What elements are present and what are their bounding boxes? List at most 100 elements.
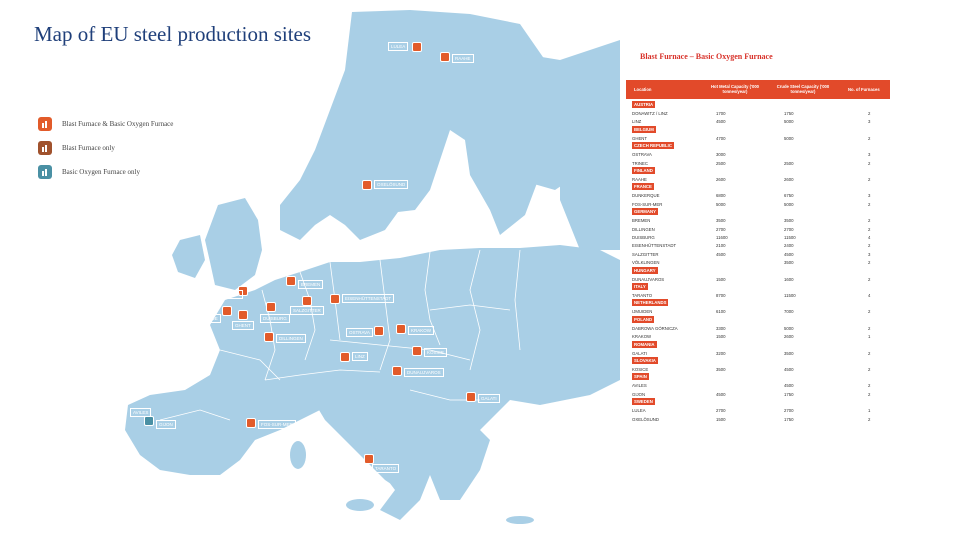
- site-label-taranto: TARANTO: [372, 464, 400, 473]
- table-cell: KOSICE: [632, 367, 649, 372]
- table-cell: 2: [868, 383, 871, 389]
- site-label-ostrava: OSTRAVA: [346, 328, 373, 337]
- table-cell: 2700: [784, 226, 794, 232]
- table-cell: 4500: [784, 383, 794, 389]
- table-cell: 2: [868, 177, 871, 182]
- site-label-bremen: BREMEN: [298, 280, 324, 289]
- site-marker-oxelosund[interactable]: [362, 180, 372, 190]
- table-row: DABROWA GÓRNICZA 3300 5000 2: [632, 324, 888, 334]
- table-cell: 5000: [716, 201, 726, 207]
- table-country-header: FRANCE: [632, 183, 654, 191]
- table-cell: 3: [868, 193, 871, 199]
- table-cell: 3500: [716, 367, 726, 372]
- table-country-header: SLOVAKIA: [632, 357, 658, 364]
- site-marker-lulea[interactable]: [412, 42, 422, 52]
- table-cell: RAAHE: [632, 177, 647, 182]
- table-cell: 4700: [716, 135, 726, 141]
- site-marker-bremen[interactable]: [286, 276, 296, 286]
- table-cell: OXELÖSUND: [632, 416, 659, 422]
- col-crude-steel: Crude Steel Capacity ('000 tonnes/year): [776, 84, 830, 94]
- land-mainland: [125, 245, 620, 520]
- site-label-raahe: RAAHE: [452, 54, 474, 63]
- site-marker-raahe[interactable]: [440, 52, 450, 62]
- table-cell: 2600: [784, 334, 794, 340]
- site-marker-taranto[interactable]: [364, 454, 374, 464]
- table-cell: 3500: [784, 218, 794, 224]
- legend-label: Blast Furnace & Basic Oxygen Furnace: [62, 120, 174, 128]
- table-row: AVILES 4500 2: [632, 381, 888, 391]
- table-row: DONAWITZ / LINZ 1700 1750 2: [632, 109, 888, 119]
- table-row: BREMEN 3500 3500 2: [632, 216, 888, 226]
- table-cell: 1500: [716, 416, 726, 422]
- table-cell: 2700: [716, 226, 726, 232]
- table-cell: DUISBURG: [632, 235, 655, 240]
- table-row: DUNKERQUE 6800 6750 3: [632, 191, 888, 201]
- table-country-header: GERMANY: [632, 208, 658, 216]
- site-label-ijmuiden: IJMUIDEN: [216, 290, 244, 299]
- table-cell: 5000: [784, 119, 794, 125]
- table-cell: KRAKOW: [632, 334, 652, 340]
- table-cell: 2400: [784, 243, 794, 249]
- table-cell: OSTRAVA: [632, 152, 652, 158]
- table-cell: 2: [868, 276, 871, 282]
- site-marker-salzgitter[interactable]: [302, 296, 312, 306]
- table-cell: 3: [868, 119, 871, 125]
- site-marker-dillingen[interactable]: [264, 332, 274, 342]
- table-cell: 11500: [784, 235, 796, 240]
- table-cell: 3500: [784, 350, 794, 356]
- table-cell: 2: [868, 111, 871, 116]
- table-country-header: HUNGARY: [632, 266, 658, 274]
- legend-item-bof: Basic Oxygen Furnace only: [38, 160, 173, 184]
- table-row: GHENT 4700 5000 2: [632, 134, 888, 144]
- site-marker-dunkerque[interactable]: [222, 306, 232, 316]
- table-cell: DILLINGEN: [632, 226, 655, 232]
- site-marker-ostrava[interactable]: [374, 326, 384, 336]
- table-cell: 1600: [784, 276, 794, 282]
- site-marker-dunaujvaros[interactable]: [392, 366, 402, 376]
- col-location: Location: [634, 87, 652, 92]
- table-country-header: SPAIN: [632, 373, 649, 381]
- furnace-icon: [38, 165, 52, 179]
- table-row: KOSICE 3500 4500 2: [632, 365, 888, 375]
- table-cell: 4500: [716, 251, 726, 257]
- table-cell: 5000: [784, 201, 794, 207]
- site-label-eisenhuettenstadt: EISENHÜTTENSTADT: [342, 294, 395, 303]
- table-cell: 2: [868, 135, 871, 141]
- table-cell: GALATI: [632, 350, 647, 356]
- furnace-icon: [38, 117, 52, 131]
- site-marker-krakow[interactable]: [396, 324, 406, 334]
- site-label-dunaujvaros: DUNAUJVAROS: [404, 368, 444, 377]
- table-cell: 11500: [784, 293, 796, 298]
- table-row: DUNAUJVAROS 1500 1600 2: [632, 275, 888, 285]
- table-cell: 2: [868, 218, 871, 224]
- site-label-duisburg: DUISBURG: [260, 314, 290, 323]
- site-marker-duisburg[interactable]: [266, 302, 276, 312]
- site-marker-fos-sur-mer[interactable]: [246, 418, 256, 428]
- site-marker-linz[interactable]: [340, 352, 350, 362]
- site-marker-galati[interactable]: [466, 392, 476, 402]
- table-cell: 4: [868, 293, 871, 298]
- table-country-header: NETHERLANDS: [632, 299, 669, 307]
- table-cell: 11600: [716, 235, 728, 240]
- table-cell: GHENT: [632, 135, 648, 141]
- table-cell: LULEA: [632, 408, 646, 414]
- site-marker-ghent[interactable]: [238, 310, 248, 320]
- table-cell: 3: [868, 251, 871, 257]
- table-cell: SALZGITTER: [632, 251, 659, 257]
- table-cell: 1700: [716, 111, 726, 116]
- table-cell: 7000: [784, 309, 794, 315]
- table-row: SALZGITTER 4500 4500 3: [632, 250, 888, 260]
- table-cell: 1750: [784, 416, 794, 422]
- site-label-kosice: KOSICE: [424, 348, 448, 357]
- table-cell: 5000: [784, 135, 794, 141]
- table-row: IJMUIDEN 6100 7000 2: [632, 307, 888, 317]
- table-country-header: AUSTRIA: [632, 101, 656, 108]
- table-cell: 6750: [784, 193, 794, 199]
- table-row: TARANTO 8700 11500 4: [632, 291, 888, 301]
- table-cell: 1: [868, 408, 871, 414]
- site-marker-eisenhuettenstadt[interactable]: [330, 294, 340, 304]
- site-marker-gijon[interactable]: [144, 416, 154, 426]
- table-cell: 2: [868, 226, 871, 232]
- site-marker-kosice[interactable]: [412, 346, 422, 356]
- table-cell: 3000: [716, 152, 726, 158]
